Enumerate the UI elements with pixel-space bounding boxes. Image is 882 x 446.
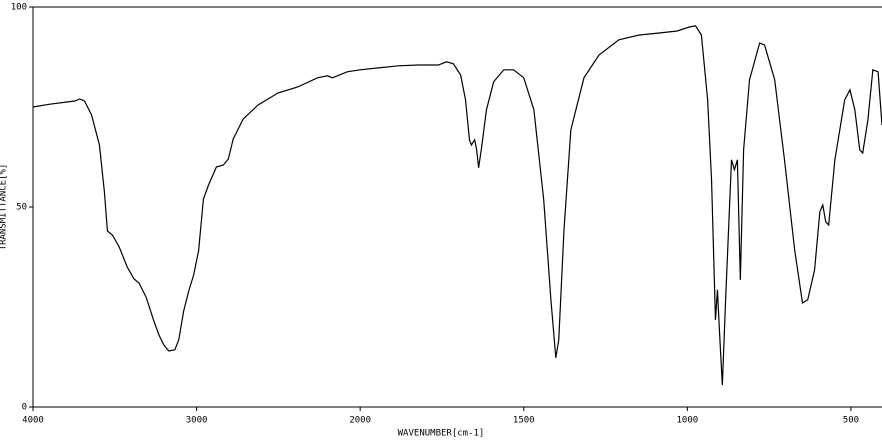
x-tick-label: 2000 [349, 416, 371, 426]
x-axis-label: WAVENUMBER[cm-1] [398, 429, 485, 439]
y-axis-label: TRANSMITTANCE[%] [0, 164, 9, 251]
y-tick-label: 100 [11, 3, 27, 13]
x-tick-label: 500 [843, 416, 859, 426]
y-tick-label: 50 [16, 203, 27, 213]
spectrum-line [32, 25, 882, 386]
y-tick-label: 0 [22, 403, 27, 413]
x-tick-label: 1000 [676, 416, 698, 426]
plot-frame [32, 6, 882, 408]
x-tick-label: 1500 [513, 416, 535, 426]
x-tick-label: 3000 [186, 416, 208, 426]
x-tick-label: 4000 [22, 416, 44, 426]
